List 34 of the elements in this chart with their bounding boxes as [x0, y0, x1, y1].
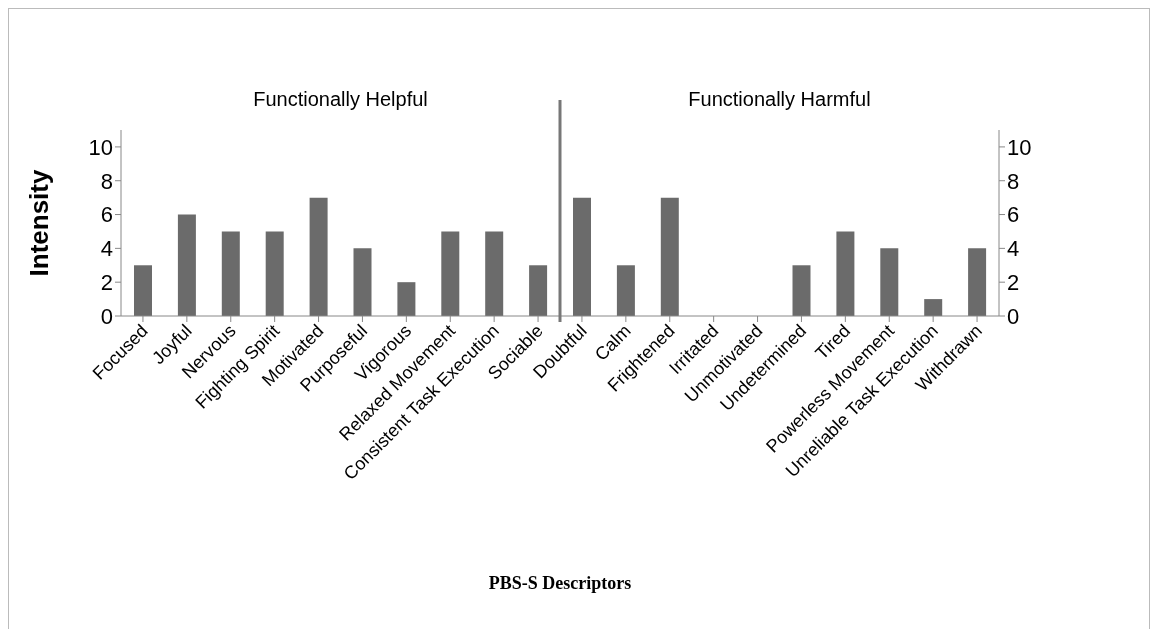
bar [265, 231, 284, 316]
x-axis-title: PBS-S Descriptors [488, 573, 632, 593]
y2-tick-label: 0 [1007, 303, 1020, 329]
bar [134, 265, 152, 316]
text: Functionally Helpful [252, 88, 429, 111]
bar [397, 282, 416, 316]
text: Functionally Harmful [687, 88, 872, 111]
bar [221, 231, 240, 316]
bar [177, 214, 196, 316]
y2-tick-label: 6 [1007, 202, 1020, 228]
y-tick-label: 0 [100, 303, 113, 329]
y-tick-label: 4 [100, 236, 113, 262]
y2-tick-label: 2 [1007, 269, 1020, 295]
bar [616, 265, 635, 316]
bar [441, 231, 460, 316]
bar [309, 197, 328, 316]
bar [573, 197, 591, 316]
y-tick-label: 8 [100, 168, 113, 194]
bar [792, 265, 811, 316]
y-tick-label: 2 [100, 269, 113, 295]
bar [660, 197, 679, 316]
y-tick-label: 10 [88, 134, 113, 160]
y2-tick-label: 8 [1007, 168, 1020, 194]
bar [353, 248, 372, 316]
bar [968, 248, 987, 316]
y-axis-title: Intensity [24, 169, 55, 277]
bar [880, 248, 899, 316]
y2-tick-label: 10 [1007, 134, 1032, 160]
bar [485, 231, 504, 316]
bar [836, 231, 855, 316]
bar [529, 265, 548, 316]
bar [924, 299, 943, 316]
y2-tick-label: 4 [1007, 236, 1020, 262]
y-tick-label: 6 [100, 202, 113, 228]
